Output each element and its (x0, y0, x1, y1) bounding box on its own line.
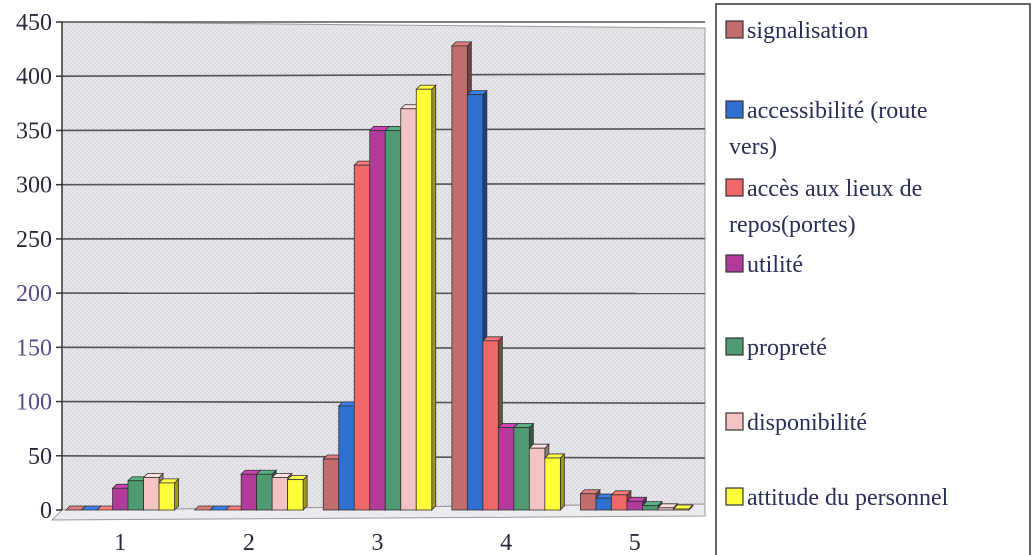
x-tick-label: 1 (114, 530, 126, 555)
legend-swatch (725, 20, 744, 39)
legend-swatch (725, 337, 744, 356)
legend: signalisation accessibilité (route vers) ac… (715, 3, 1031, 555)
legend-label: signalisation (747, 18, 868, 44)
y-tick-label: 300 (16, 173, 52, 199)
legend-label: utilité (747, 252, 803, 278)
x-tick-label: 4 (500, 530, 512, 555)
x-tick-label: 2 (243, 530, 255, 555)
legend-label: accès aux lieux de repos(portes) (729, 176, 922, 238)
legend-swatch (725, 178, 744, 197)
legend-label: propreté (747, 335, 827, 361)
y-tick-label: 400 (16, 64, 52, 90)
bar-3-7 (415, 84, 437, 511)
legend-item: accès aux lieux de repos(portes) (725, 176, 922, 238)
y-tick-label: 200 (16, 281, 52, 307)
y-tick-label: 350 (16, 118, 52, 144)
y-tick-label: 150 (16, 335, 52, 361)
legend-label: disponibilité (747, 410, 867, 436)
legend-swatch (725, 487, 744, 506)
y-tick-label: 50 (28, 444, 52, 470)
x-tick-label: 3 (372, 530, 384, 555)
legend-box (715, 3, 1031, 555)
x-tick-label: 5 (629, 530, 641, 555)
y-tick-label: 0 (40, 498, 52, 524)
y-axis: 0 50 100 150 200 250 300 350 400 450 (16, 10, 63, 524)
legend-label: accessibilité (route vers) (729, 98, 928, 160)
legend-item: utilité (725, 252, 803, 278)
x-axis: 1 2 3 4 5 (114, 530, 640, 555)
legend-item: disponibilité (725, 410, 867, 436)
gridline (61, 73, 706, 78)
y-tick-label: 100 (16, 390, 52, 416)
legend-swatch (725, 254, 744, 273)
legend-swatch (725, 100, 744, 119)
legend-item: attitude du personnel (725, 485, 949, 511)
bar-series (65, 40, 694, 511)
legend-item: accessibilité (route vers) (725, 98, 928, 160)
legend-label: attitude du personnel (747, 485, 949, 511)
bar-5-7 (672, 503, 694, 511)
y-tick-label: 450 (16, 10, 52, 36)
legend-item: signalisation (725, 18, 868, 44)
y-tick-label: 250 (16, 227, 52, 253)
bar-4-7 (543, 452, 566, 511)
legend-item: propreté (725, 335, 827, 361)
bar-2-7 (286, 474, 309, 511)
legend-swatch (725, 412, 744, 431)
bar-1-7 (158, 477, 180, 511)
